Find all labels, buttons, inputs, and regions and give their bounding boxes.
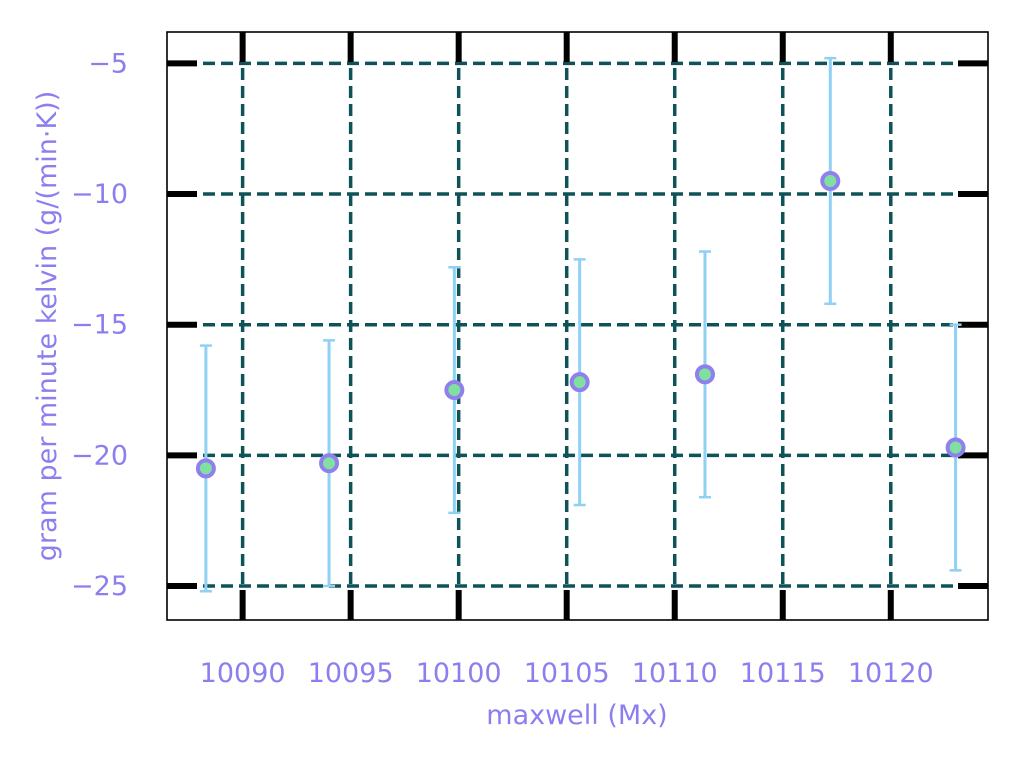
data-point: [444, 380, 465, 401]
y-tick-label: −20: [71, 440, 128, 471]
data-point: [195, 458, 216, 479]
x-tick-label: 10090: [200, 658, 286, 689]
y-tick-label: −10: [71, 179, 128, 210]
y-axis-title: gram per minute kelvin (g/(min·K)): [32, 91, 63, 561]
y-tick-labels: −5 −10 −15 −20 −25: [71, 48, 128, 602]
x-tick-label: 10110: [632, 658, 718, 689]
x-tick-label: 10105: [524, 658, 610, 689]
y-tick-label: −5: [88, 48, 128, 79]
data-point: [820, 170, 841, 191]
tick-layer: [167, 32, 988, 620]
point-layer: [195, 170, 966, 479]
x-tick-label: 10095: [308, 658, 394, 689]
grid-layer: [167, 32, 988, 620]
y-tick-label: −25: [71, 571, 128, 602]
data-point: [319, 453, 340, 474]
x-tick-label: 10115: [740, 658, 826, 689]
x-tick-label: 10100: [416, 658, 502, 689]
x-tick-labels: 10090 10095 10100 10105 10110 10115 10120: [200, 658, 934, 689]
x-tick-label: 10120: [848, 658, 934, 689]
x-axis-title: maxwell (Mx): [486, 700, 667, 731]
data-point: [569, 372, 590, 393]
plot-frame: [166, 31, 989, 621]
data-point: [694, 364, 715, 385]
y-tick-label: −15: [71, 310, 128, 341]
data-point: [945, 437, 966, 458]
